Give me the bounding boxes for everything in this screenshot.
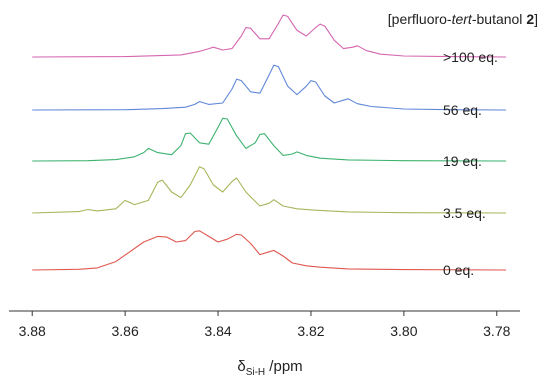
trace-label-1: 0 eq. — [443, 262, 474, 278]
spectrum-trace-4 — [32, 64, 507, 111]
trace-label-2: 3.5 eq. — [443, 205, 486, 221]
x-tick-label: 3.88 — [19, 323, 46, 339]
x-tick-label: 3.86 — [112, 323, 139, 339]
trace-labels: 0 eq. 3.5 eq. 19 eq. 56 eq. >100 eq. — [443, 49, 498, 278]
x-axis-ticks: 3.88 3.86 3.84 3.82 3.80 3.78 — [19, 311, 511, 339]
spectrum-trace-3 — [32, 117, 507, 162]
trace-label-5: >100 eq. — [443, 49, 498, 65]
legend-title: [perfluoro-tert-butanol 2] — [388, 11, 538, 27]
spectra-traces — [32, 14, 507, 271]
spectrum-trace-5 — [32, 14, 507, 58]
spectrum-trace-2 — [32, 166, 507, 214]
x-tick-label: 3.78 — [483, 323, 510, 339]
x-tick-label: 3.82 — [297, 323, 324, 339]
x-tick-label: 3.80 — [390, 323, 417, 339]
trace-label-4: 56 eq. — [443, 102, 482, 118]
trace-label-3: 19 eq. — [443, 153, 482, 169]
x-axis-label: δSi-H /ppm — [237, 358, 302, 378]
spectrum-trace-1 — [32, 230, 507, 271]
x-tick-label: 3.84 — [204, 323, 231, 339]
